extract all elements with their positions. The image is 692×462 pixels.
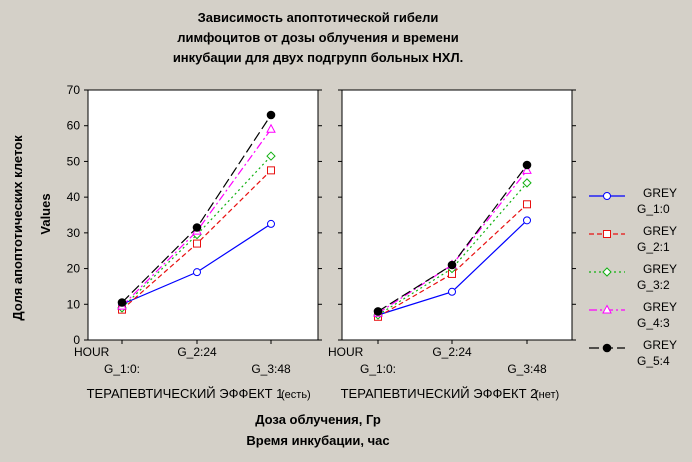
chart-title-line: Зависимость апоптотической гибели [198,10,439,25]
plot-area-2 [341,89,573,341]
legend-label: GREY [643,338,677,352]
data-point-G_1:0 [523,216,531,225]
data-point-G_5:4 [192,223,202,232]
y-tick-label: 10 [67,297,81,311]
data-point-G_5:4 [117,298,127,307]
legend-label: GREY [643,300,677,314]
chart-title-line: инкубации для двух подгрупп больных НХЛ. [173,50,463,65]
data-point-G_5:4 [266,110,276,120]
data-point-G_3:2 [522,178,532,188]
x-tick-label: G_3:48 [251,362,291,376]
y-axis-values-label: Values [38,193,53,234]
legend-label: GREY [643,262,677,276]
y-axis-title: Доля апоптотических клеток [10,135,25,321]
panel-title: ТЕРАПЕВТИЧЕСКИЙ ЭФФЕКТ 1 [87,386,284,401]
legend-label: GREY [643,186,677,200]
data-point-G_1:0 [267,219,275,228]
x-axis-prefix: HOUR [74,345,110,359]
y-tick-label: 0 [73,333,80,347]
legend-label: G_4:3 [637,316,670,330]
panel-title-suffix: (нет) [535,389,559,401]
data-point-G_5:4 [373,307,383,316]
data-point-G_5:4 [522,160,532,170]
data-point-G_2:1 [267,166,275,175]
x-axis-title-line: Доза облучения, Гр [255,412,381,427]
legend-swatch-marker [602,267,612,277]
data-point-G_4:3 [522,164,532,174]
x-tick-label: G_1:0: [104,362,140,376]
y-tick-label: 40 [67,190,81,204]
data-point-G_1:0 [448,287,456,296]
series-line-G_4:3 [121,128,272,307]
x-tick-label: G_2:24 [177,345,217,359]
legend-label: GREY [643,224,677,238]
x-tick-label: G_1:0: [360,362,396,376]
y-tick-label: 20 [67,262,81,276]
x-tick-label: G_3:48 [507,362,547,376]
y-tick-label: 60 [67,119,81,133]
legend-swatch-marker [602,304,612,314]
chart-title-line: лимфоцитов от дозы облучения и времени [177,30,458,45]
data-point-G_3:2 [266,151,276,161]
data-point-G_4:3 [266,123,276,133]
legend-label: G_2:1 [637,240,670,254]
series-line-G_2:1 [377,203,528,318]
x-axis-title-line: Время инкубации, час [246,433,389,448]
x-tick-label: G_2:24 [432,345,472,359]
data-point-G_2:1 [193,239,201,248]
y-tick-label: 50 [67,154,81,168]
series-line-G_3:2 [121,155,272,309]
data-point-G_5:4 [447,260,457,270]
data-point-G_2:1 [523,200,531,209]
x-axis-prefix: HOUR [328,345,364,359]
panel-title-suffix: (есть) [281,389,311,401]
y-tick-label: 30 [67,226,81,240]
y-tick-label: 70 [67,83,81,97]
legend-label: G_5:4 [637,354,670,368]
legend-swatch-marker [603,230,611,238]
legend-swatch-marker [602,343,612,353]
legend-swatch-marker [603,192,611,200]
data-point-G_1:0 [193,268,201,277]
legend-label: G_1:0 [637,202,670,216]
panel-title: ТЕРАПЕВТИЧЕСКИЙ ЭФФЕКТ 2 [341,386,538,401]
legend-label: G_3:2 [637,278,670,292]
